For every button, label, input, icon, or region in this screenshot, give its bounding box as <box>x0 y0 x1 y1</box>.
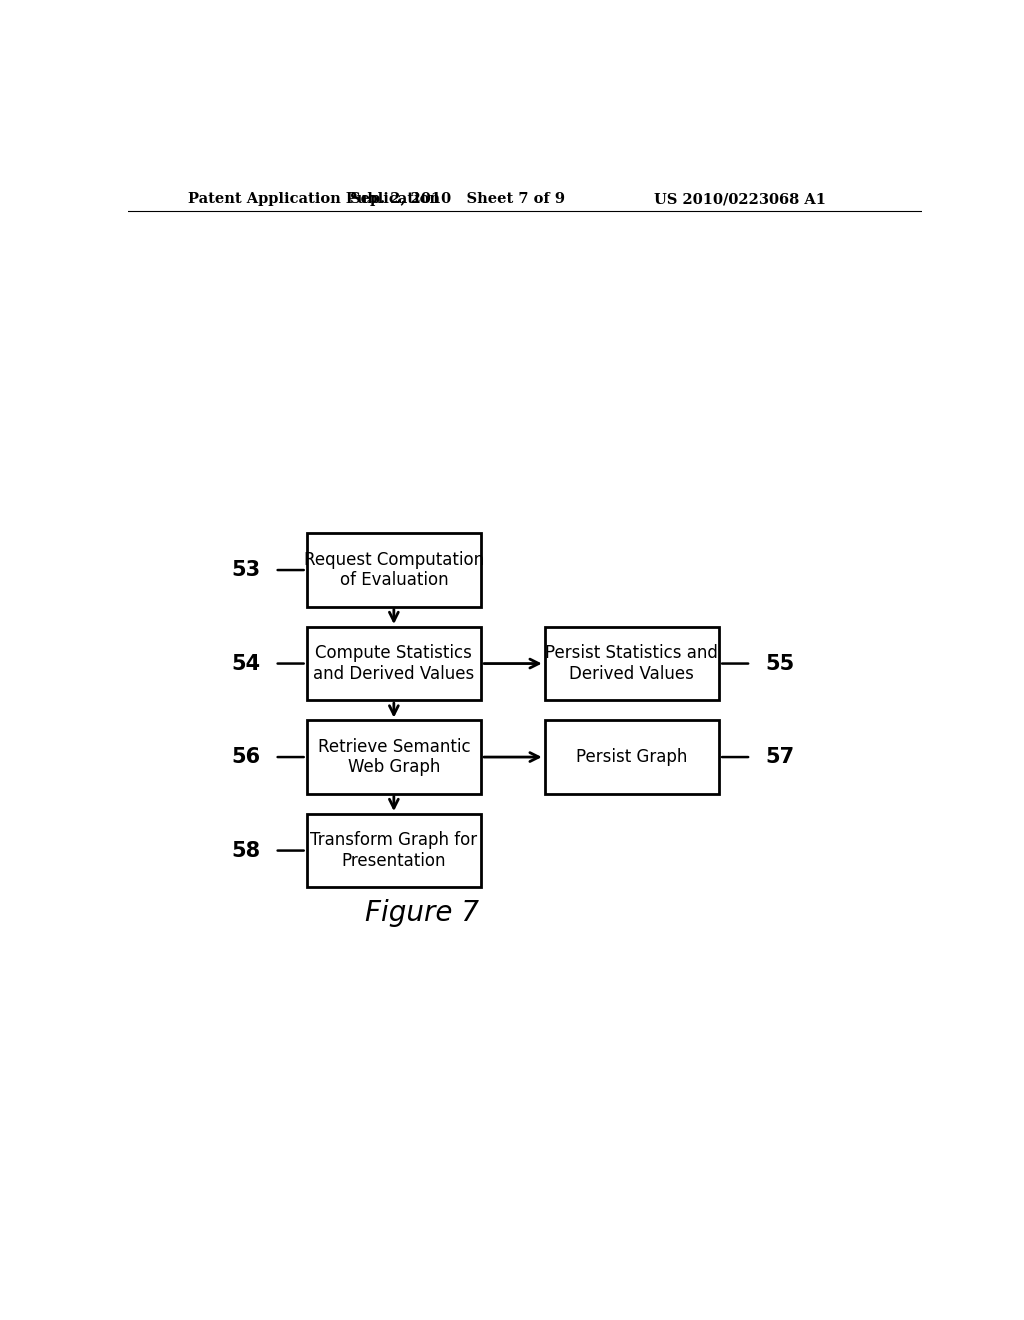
Bar <box>545 721 719 793</box>
Bar <box>545 627 719 700</box>
Text: 53: 53 <box>231 560 260 579</box>
Text: Sep. 2, 2010   Sheet 7 of 9: Sep. 2, 2010 Sheet 7 of 9 <box>350 191 565 206</box>
Text: 58: 58 <box>231 841 260 861</box>
Text: Retrieve Semantic
Web Graph: Retrieve Semantic Web Graph <box>317 738 470 776</box>
Text: Compute Statistics
and Derived Values: Compute Statistics and Derived Values <box>313 644 474 682</box>
Text: 56: 56 <box>231 747 260 767</box>
Bar <box>306 533 481 607</box>
Text: US 2010/0223068 A1: US 2010/0223068 A1 <box>654 191 826 206</box>
Bar <box>306 627 481 700</box>
Text: Figure 7: Figure 7 <box>365 899 478 927</box>
Text: Request Computation
of Evaluation: Request Computation of Evaluation <box>304 550 484 590</box>
Bar <box>306 814 481 887</box>
Text: Persist Statistics and
Derived Values: Persist Statistics and Derived Values <box>546 644 719 682</box>
Text: 54: 54 <box>231 653 260 673</box>
Text: 57: 57 <box>765 747 795 767</box>
Text: Persist Graph: Persist Graph <box>577 748 688 766</box>
Bar <box>306 721 481 793</box>
Text: Transform Graph for
Presentation: Transform Graph for Presentation <box>310 832 477 870</box>
Text: Patent Application Publication: Patent Application Publication <box>187 191 439 206</box>
Text: 55: 55 <box>765 653 795 673</box>
